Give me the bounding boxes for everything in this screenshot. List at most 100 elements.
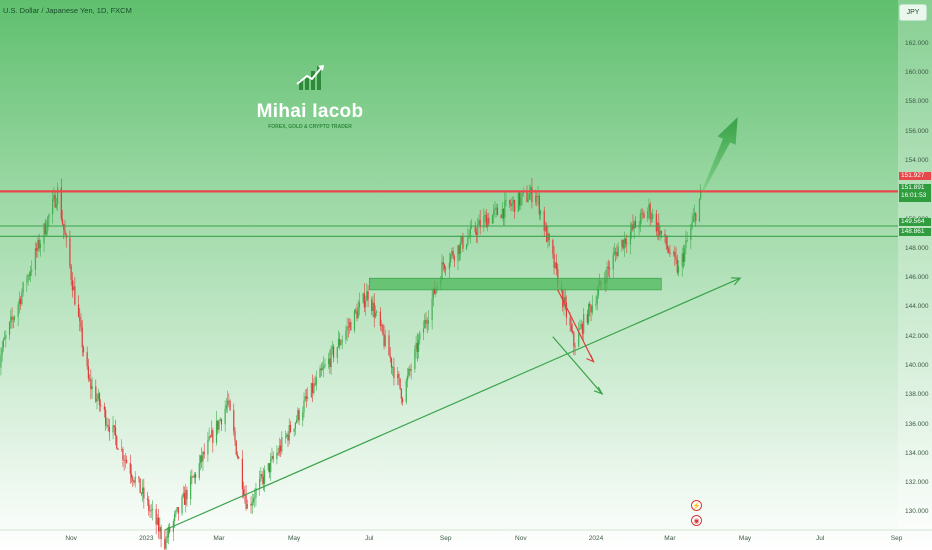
candle: [272, 451, 274, 464]
candle-body: [570, 325, 572, 331]
candle-body: [383, 333, 385, 346]
upper-level-price-label: 149.564: [899, 218, 931, 226]
candle-body: [241, 458, 243, 490]
candle-body: [388, 335, 390, 356]
candle: [267, 462, 269, 473]
candle: [674, 245, 676, 267]
candle: [268, 463, 271, 479]
candle: [453, 254, 455, 267]
candle-body: [457, 245, 459, 261]
candle-body: [108, 426, 110, 433]
candle-body: [142, 487, 144, 494]
candle: [241, 450, 243, 499]
candle-body: [590, 306, 592, 313]
candle: [536, 191, 538, 207]
candle: [494, 201, 496, 218]
candle-body: [39, 243, 41, 249]
candle-body: [314, 383, 316, 385]
candle: [182, 485, 184, 499]
candle: [238, 455, 240, 460]
candle: [640, 208, 643, 224]
candle: [371, 296, 373, 316]
candle-body: [218, 420, 220, 430]
candle: [310, 382, 312, 399]
candle: [123, 455, 125, 471]
candle-body: [538, 195, 540, 215]
candle-body: [365, 300, 367, 308]
candle-body: [86, 352, 88, 367]
candle: [320, 363, 322, 377]
candle: [647, 207, 649, 223]
lightning-icon[interactable]: ⚡: [691, 500, 702, 511]
candle-body: [520, 196, 522, 206]
candle: [55, 197, 57, 210]
candle: [505, 192, 507, 207]
candle-body: [12, 319, 14, 321]
candle: [445, 265, 447, 276]
candle-body: [419, 332, 421, 340]
candle-body: [401, 398, 404, 402]
candle-body: [228, 400, 230, 402]
candle: [474, 221, 476, 235]
candle-body: [522, 192, 524, 194]
candle-body: [201, 455, 203, 462]
candle: [655, 209, 657, 237]
time-tick-label: Sep: [439, 535, 452, 542]
candle: [531, 178, 533, 209]
candle: [374, 305, 377, 319]
candle: [511, 196, 513, 211]
candle: [537, 186, 539, 206]
candle-body: [591, 305, 593, 313]
time-tick-label: May: [288, 535, 301, 542]
candle-body: [176, 507, 178, 511]
candle: [451, 248, 453, 260]
candle-body: [345, 331, 347, 340]
candle: [615, 247, 617, 262]
candle: [202, 450, 204, 471]
candle: [405, 378, 407, 405]
candle-body: [252, 498, 255, 503]
candle: [353, 309, 356, 333]
candle-body: [270, 459, 272, 473]
candle: [358, 292, 361, 316]
candle-body: [158, 517, 160, 532]
candle-body: [52, 198, 54, 215]
candle: [459, 235, 462, 260]
candle: [675, 247, 677, 265]
candle-body: [676, 259, 678, 273]
candle-body: [17, 304, 19, 317]
candle-body: [362, 293, 364, 302]
candle-body: [13, 316, 16, 320]
candle: [432, 287, 434, 307]
candle-body: [527, 199, 529, 202]
candle-body: [234, 431, 236, 441]
candle: [684, 244, 686, 267]
candle-body: [397, 373, 399, 379]
candle-body: [648, 204, 650, 211]
candle: [579, 319, 581, 330]
record-icon[interactable]: ◉: [691, 515, 702, 526]
candle: [485, 209, 487, 228]
candle: [211, 420, 213, 438]
candle: [329, 349, 331, 374]
candle-body: [114, 427, 117, 437]
candle-body: [629, 231, 632, 245]
candle: [191, 469, 193, 485]
time-tick-label: Mar: [213, 535, 225, 542]
candle-body: [302, 412, 304, 421]
candle-body: [296, 419, 298, 423]
candle: [417, 333, 420, 359]
candle-body: [286, 434, 288, 437]
candle: [245, 485, 247, 511]
candle: [106, 417, 108, 429]
currency-button[interactable]: JPY: [899, 4, 927, 21]
candle-body: [190, 476, 192, 500]
candle-body: [451, 250, 453, 255]
candle: [496, 203, 499, 216]
candle: [565, 295, 568, 326]
candle: [414, 344, 416, 373]
candle: [112, 415, 114, 440]
candle-body: [18, 298, 21, 305]
candle: [331, 340, 333, 355]
